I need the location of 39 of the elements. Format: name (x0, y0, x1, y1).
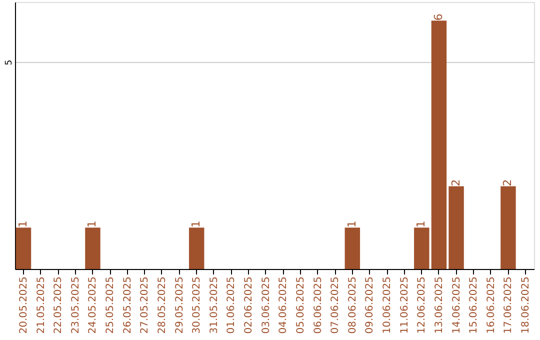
data-label: 6 (432, 14, 445, 21)
data-label: 2 (449, 179, 462, 186)
x-tick-label: 11.06.2025 (399, 276, 410, 334)
data-label: 1 (345, 220, 358, 228)
data-label: 1 (414, 220, 428, 228)
x-tick-label: 25.05.2025 (105, 276, 116, 334)
x-tick-label: 09.06.2025 (364, 276, 376, 334)
x-tick-label: 06.06.2025 (312, 276, 324, 334)
x-tick-label: 17.06.2025 (503, 276, 514, 334)
data-label: 2 (501, 179, 514, 186)
x-tick-label: 10.06.2025 (382, 276, 394, 334)
x-tick-label: 20.05.2025 (18, 276, 30, 334)
x-tick-label: 02.06.2025 (244, 276, 255, 334)
x-tick-label: 31.05.2025 (208, 276, 220, 334)
x-tick-label: 07.06.2025 (330, 276, 342, 334)
x-tick-label: 16.06.2025 (486, 276, 497, 334)
x-tick-label: 08.06.2025 (347, 276, 358, 334)
x-tick-label: 28.05.2025 (156, 276, 168, 334)
data-label: 1 (16, 220, 30, 228)
x-tick-label: 04.06.2025 (278, 276, 290, 334)
x-tick-label: 18.06.2025 (520, 276, 532, 334)
x-tick-label: 26.05.2025 (122, 276, 134, 334)
x-tick-label: 13.06.2025 (434, 276, 445, 334)
x-tick-label: 05.06.2025 (295, 276, 306, 334)
x-tick-label: 30.05.2025 (192, 276, 203, 334)
x-tick-label: 14.06.2025 (451, 276, 462, 334)
x-tick-label: 22.05.2025 (53, 276, 64, 334)
x-tick-label: 29.05.2025 (174, 276, 186, 334)
x-tick-label: 27.05.2025 (140, 276, 151, 334)
y-tick-label: 5 (4, 60, 14, 66)
data-label: 1 (86, 220, 99, 228)
x-tick-label: 01.06.2025 (226, 276, 238, 334)
x-tick-label: 03.06.2025 (260, 276, 272, 334)
x-tick-label: 23.05.2025 (70, 276, 82, 334)
x-tick-label: 15.06.2025 (468, 276, 480, 334)
x-tick-label: 21.05.2025 (36, 276, 47, 334)
x-tick-label: 24.05.2025 (88, 276, 99, 334)
data-label: 1 (190, 220, 203, 228)
x-tick-label: 12.06.2025 (416, 276, 428, 334)
